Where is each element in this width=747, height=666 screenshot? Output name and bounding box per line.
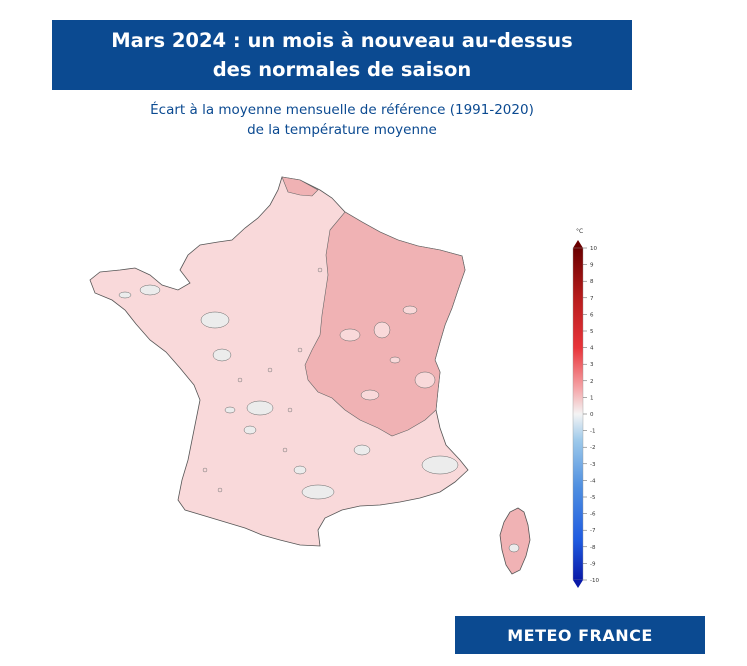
legend-tick-label: 2 <box>590 379 594 385</box>
legend-colorbar <box>572 240 584 588</box>
legend-tick-label: 7 <box>590 296 594 302</box>
legend-tick-label: 0 <box>590 412 594 418</box>
legend-tick-label: -8 <box>590 545 596 551</box>
legend-bar <box>572 247 584 581</box>
legend-tick-label: -1 <box>590 429 595 435</box>
legend-tick-label: -4 <box>590 478 596 484</box>
legend-bottom-arrow <box>573 580 583 588</box>
legend-tick-label: 4 <box>590 346 594 352</box>
title-line-1: Mars 2024 : un mois à nouveau au-dessus <box>111 29 573 52</box>
legend-tick-label: -10 <box>590 578 599 584</box>
legend-tick-label: 10 <box>590 246 597 252</box>
corsica <box>499 507 531 575</box>
legend-tick-label: -5 <box>590 495 596 501</box>
legend-tick-label: -3 <box>590 462 596 468</box>
legend-tick-label: -6 <box>590 512 596 518</box>
legend-tick-label: -2 <box>590 445 595 451</box>
legend-unit: °C <box>576 228 583 235</box>
subtitle-line-1: Écart à la moyenne mensuelle de référenc… <box>150 102 534 118</box>
legend-tick-label: -7 <box>590 528 596 534</box>
meteo-france-logo: METEO FRANCE <box>455 616 705 654</box>
legend-tick-label: 9 <box>590 263 594 269</box>
east-light-patches <box>339 305 436 401</box>
title-banner: Mars 2024 : un mois à nouveau au-dessus … <box>52 20 632 90</box>
legend-tick-label: -9 <box>590 561 596 567</box>
legend-tick-label: 3 <box>590 362 594 368</box>
legend-tick-label: 8 <box>590 279 594 285</box>
neutral-patches <box>118 284 459 500</box>
legend-tick-label: 1 <box>590 395 594 401</box>
title-line-2: des normales de saison <box>212 58 472 81</box>
subtitle: Écart à la moyenne mensuelle de référenc… <box>52 100 632 140</box>
north-tip-region <box>281 176 319 197</box>
subtitle-line-2: de la température moyenne <box>247 122 437 138</box>
footer-brand: METEO FRANCE <box>507 625 653 645</box>
legend-tick-label: 6 <box>590 312 594 318</box>
legend-tick-label: 5 <box>590 329 594 335</box>
legend-top-arrow <box>573 240 583 248</box>
scatter-dots <box>202 267 323 493</box>
corsica-neutral-patch <box>508 543 520 553</box>
